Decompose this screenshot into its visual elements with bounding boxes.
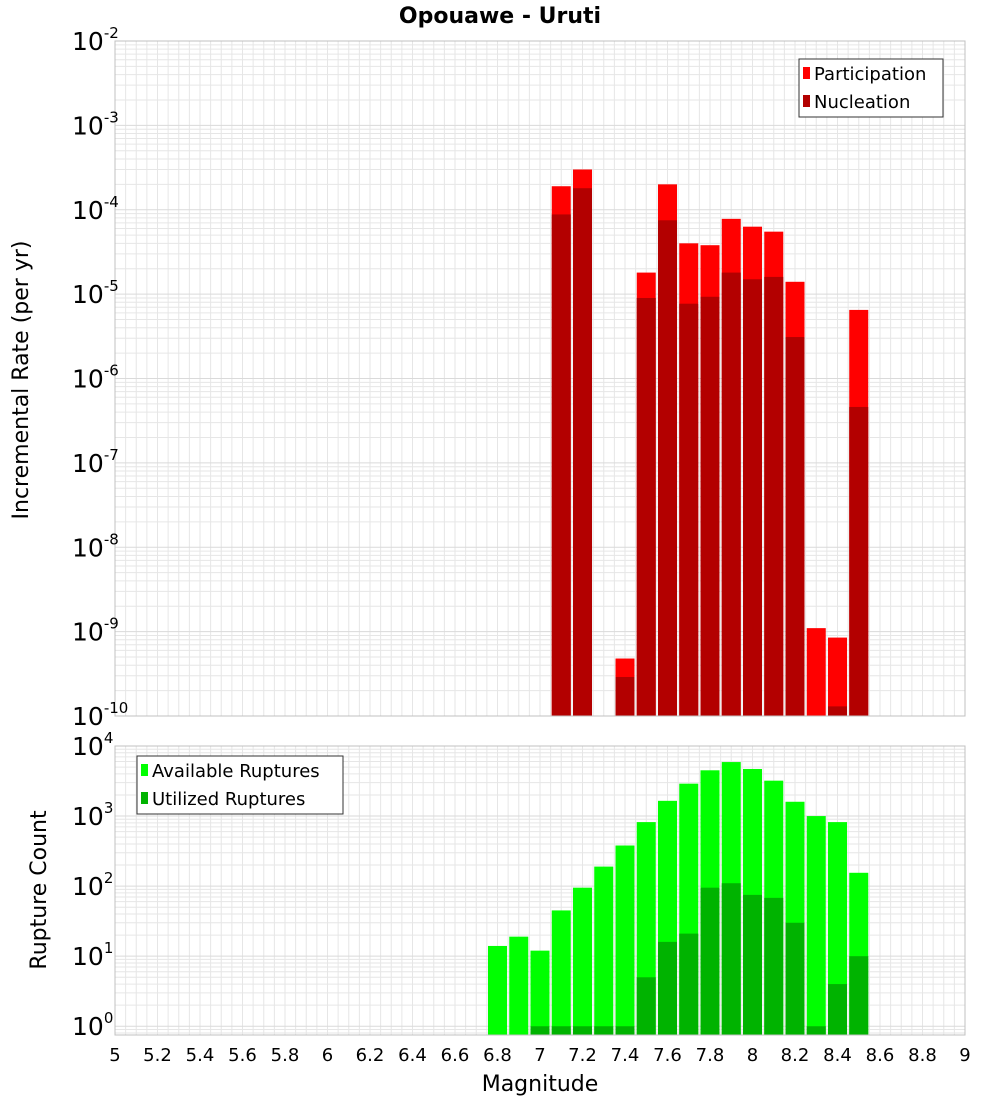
rate-y-tick-label: 10-2	[72, 24, 119, 56]
x-tick-label: 7.4	[611, 1045, 640, 1066]
count-available-bar	[806, 816, 826, 1035]
count-available-bar	[594, 866, 614, 1035]
rate-legend-swatch	[803, 95, 810, 107]
x-tick-label: 5.6	[228, 1045, 257, 1066]
count-utilized-bar	[573, 1026, 592, 1035]
count-y-tick-label: 100	[72, 1009, 113, 1041]
rate-nucleation-bar	[679, 303, 699, 716]
x-tick-label: 6.6	[441, 1045, 470, 1066]
x-tick-label: 8.4	[823, 1045, 852, 1066]
count-utilized-bar	[743, 894, 762, 1035]
rate-nucleation-bar	[658, 220, 677, 717]
rate-nucleation-bar	[700, 296, 720, 716]
count-utilized-bar	[764, 897, 784, 1035]
x-tick-label: 8.6	[866, 1045, 895, 1066]
count-utilized-bar	[700, 887, 720, 1035]
rate-nucleation-bar	[785, 337, 805, 716]
count-utilized-bar	[594, 1026, 614, 1035]
count-legend-swatch	[141, 764, 148, 776]
rate-y-tick-label: 10-6	[72, 362, 119, 394]
x-tick-label: 9	[959, 1045, 970, 1066]
count-legend-label: Utilized Ruptures	[152, 789, 305, 810]
rate-y-tick-label: 10-7	[72, 446, 119, 478]
count-utilized-bar	[658, 941, 677, 1035]
rate-nucleation-bar	[828, 706, 847, 716]
rate-y-tick-label: 10-9	[72, 615, 119, 647]
rate-y-tick-label: 10-10	[72, 699, 128, 731]
count-y-tick-label: 102	[72, 869, 113, 901]
count-plot-frame	[114, 745, 966, 1036]
top-y-axis-label: Incremental Rate (per yr)	[9, 241, 34, 520]
count-available-bar	[828, 822, 847, 1035]
count-utilized-bar	[530, 1026, 550, 1035]
count-available-bar	[615, 845, 635, 1035]
x-tick-label: 7.8	[696, 1045, 725, 1066]
x-tick-label: 6	[322, 1045, 333, 1066]
rate-y-tick-label: 10-5	[72, 277, 119, 309]
count-y-tick-label: 103	[72, 799, 113, 831]
bottom-panel: 104 103 102 101 100 Available Ruptures Utilize…	[72, 729, 971, 1066]
count-utilized-bar	[551, 1026, 571, 1035]
rate-nucleation-bar	[615, 676, 635, 716]
count-legend-box	[136, 755, 344, 815]
count-available-bar	[573, 887, 592, 1035]
rate-legend-box	[798, 58, 944, 118]
count-utilized-bar	[849, 956, 869, 1035]
rate-legend-swatch	[803, 67, 810, 79]
rate-nucleation-bar	[743, 279, 762, 716]
x-tick-label: 8.2	[781, 1045, 810, 1066]
count-utilized-bar	[615, 1026, 635, 1035]
x-tick-label: 6.2	[356, 1045, 385, 1066]
x-tick-label: 6.8	[483, 1045, 512, 1066]
x-tick-label: 5.2	[143, 1045, 172, 1066]
count-utilized-bar	[785, 922, 805, 1035]
rate-nucleation-bar	[573, 188, 592, 717]
count-available-bar	[530, 950, 550, 1035]
rate-participation-bar	[828, 637, 847, 716]
count-utilized-bar	[636, 977, 656, 1035]
x-tick-label: 5	[109, 1045, 120, 1066]
x-tick-label: 5.8	[271, 1045, 300, 1066]
rate-plot-frame	[114, 40, 966, 717]
count-utilized-bar	[828, 984, 847, 1035]
rate-y-tick-label: 10-3	[72, 108, 119, 140]
count-y-tick-label: 101	[72, 939, 113, 971]
count-y-tick-label: 104	[72, 729, 113, 761]
rate-nucleation-bar	[636, 297, 656, 716]
count-utilized-bar	[806, 1026, 826, 1035]
count-utilized-bar	[679, 933, 699, 1035]
rate-y-tick-label: 10-4	[72, 193, 119, 225]
chart-title: Opouawe - Uruti	[399, 4, 601, 29]
count-utilized-bar	[721, 883, 741, 1035]
x-tick-label: 7	[534, 1045, 545, 1066]
count-available-bar	[509, 936, 529, 1035]
x-axis-label: Magnitude	[482, 1072, 599, 1097]
count-legend-swatch	[141, 792, 148, 804]
count-available-bar	[551, 910, 571, 1035]
rate-legend-label: Participation	[814, 64, 926, 85]
x-tick-label: 8.8	[908, 1045, 937, 1066]
rate-nucleation-bar	[849, 406, 869, 716]
x-tick-label: 7.2	[568, 1045, 597, 1066]
x-tick-label: 5.4	[186, 1045, 215, 1066]
x-tick-label: 8	[747, 1045, 758, 1066]
rate-participation-bar	[806, 628, 826, 716]
count-available-bar	[488, 945, 507, 1035]
rate-nucleation-bar	[551, 214, 571, 717]
rate-nucleation-bar	[721, 272, 741, 716]
bottom-y-axis-label: Rupture Count	[27, 810, 52, 970]
top-panel: 10-2 10-3 10-4 10-5 10-6 10-7 10-8 10-9 10-10 Par…	[72, 24, 966, 731]
rate-nucleation-bar	[764, 276, 784, 716]
x-tick-label: 6.4	[398, 1045, 427, 1066]
rate-y-tick-label: 10-8	[72, 530, 119, 562]
x-tick-label: 7.6	[653, 1045, 682, 1066]
count-legend-label: Available Ruptures	[152, 761, 320, 782]
rate-legend-label: Nucleation	[814, 92, 910, 113]
